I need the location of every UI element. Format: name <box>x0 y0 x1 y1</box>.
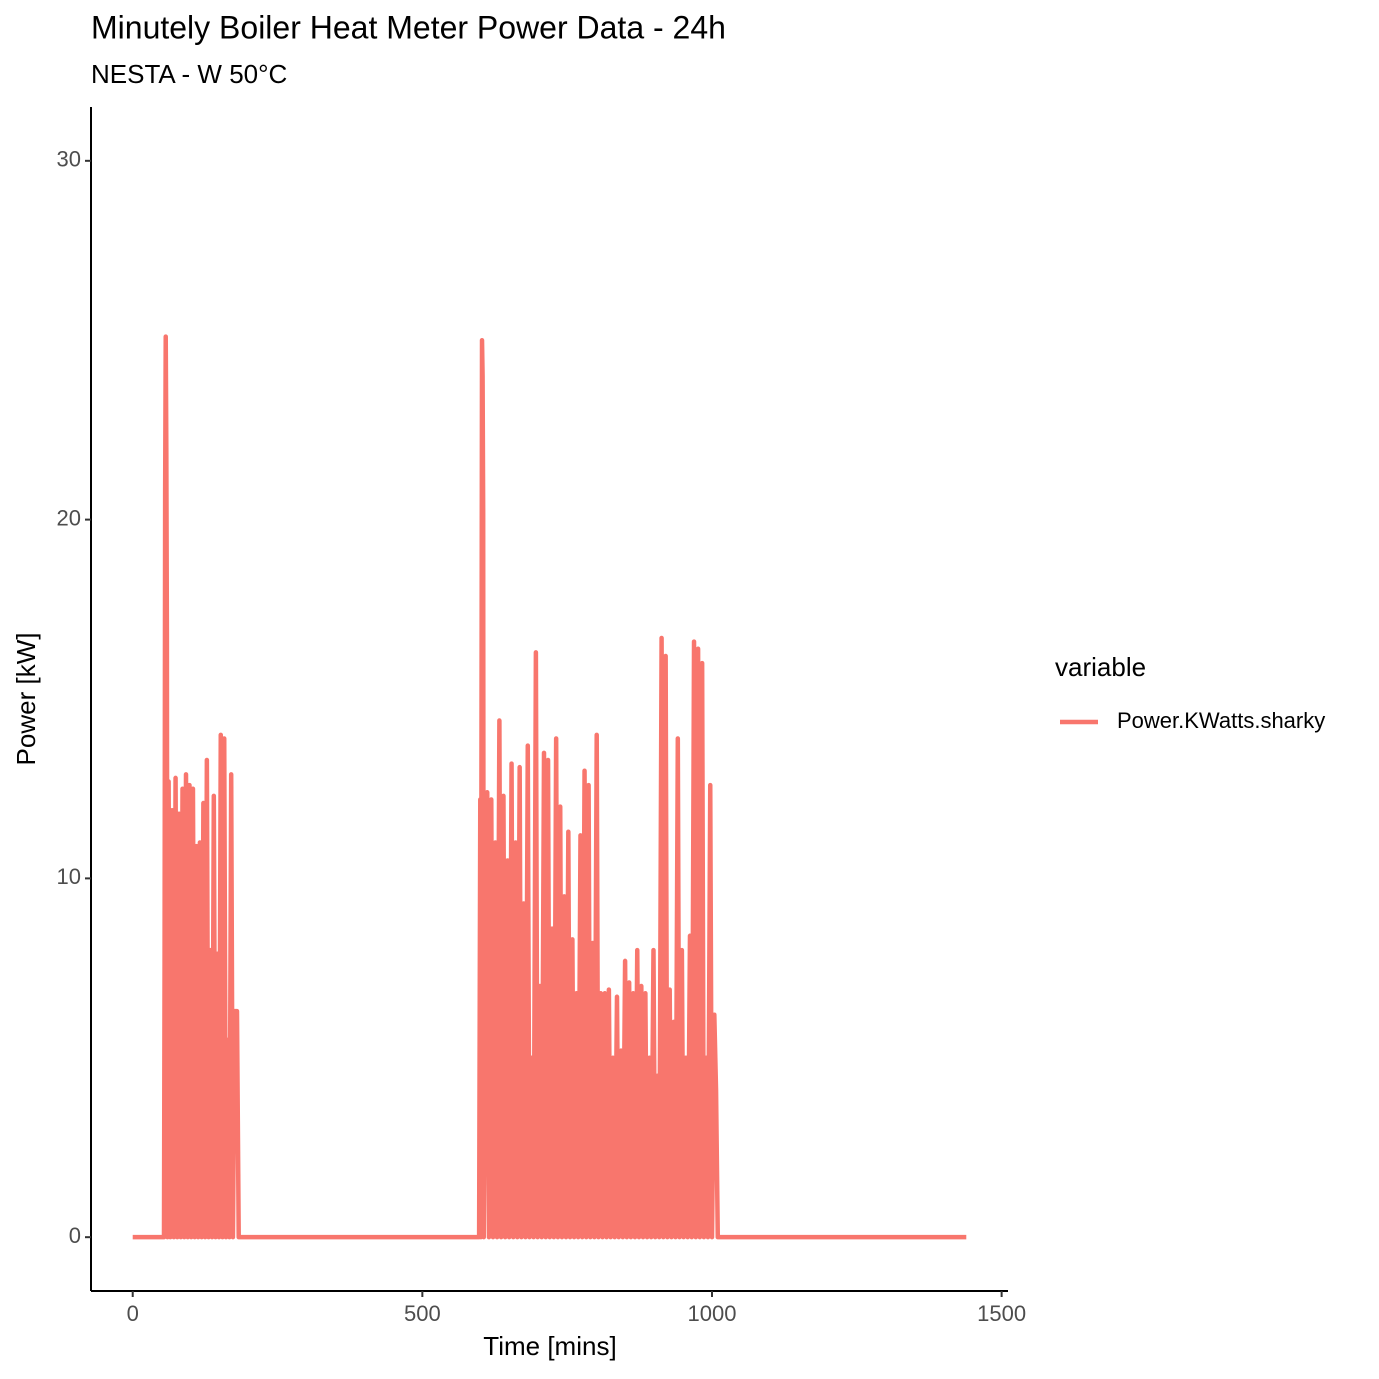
x-tick-label: 500 <box>404 1301 441 1326</box>
y-tick-label: 10 <box>57 864 81 889</box>
line-series <box>132 334 967 1240</box>
chart-subtitle: NESTA - W 50°C <box>91 59 287 89</box>
x-tick-label: 1000 <box>688 1301 737 1326</box>
y-tick-label: 20 <box>57 505 81 530</box>
y-axis-title: Power [kW] <box>11 633 41 766</box>
x-axis-title: Time [mins] <box>483 1331 616 1361</box>
chart-title: Minutely Boiler Heat Meter Power Data - … <box>91 9 726 45</box>
legend-label: Power.KWatts.sharky <box>1117 708 1325 733</box>
legend-title: variable <box>1055 652 1146 682</box>
x-tick-label: 1500 <box>977 1301 1026 1326</box>
y-tick-label: 0 <box>69 1223 81 1248</box>
x-tick-label: 0 <box>127 1301 139 1326</box>
y-tick-label: 30 <box>57 147 81 172</box>
